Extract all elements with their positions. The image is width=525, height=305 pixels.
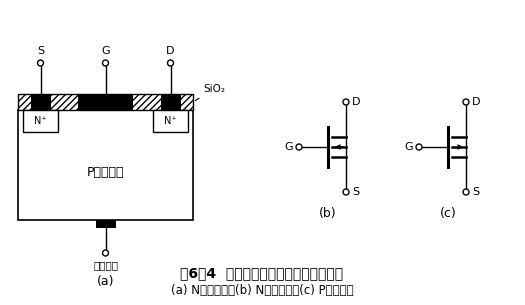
Bar xyxy=(18,94,193,110)
Text: (b): (b) xyxy=(319,207,337,220)
Bar xyxy=(18,110,193,220)
Text: 图6－4  绝缘栅型场效应管的结构与符号: 图6－4 绝缘栅型场效应管的结构与符号 xyxy=(181,266,343,280)
Circle shape xyxy=(167,60,173,66)
Text: S: S xyxy=(352,187,359,197)
Circle shape xyxy=(37,60,44,66)
Circle shape xyxy=(416,144,422,150)
Circle shape xyxy=(296,144,302,150)
Bar xyxy=(161,94,181,110)
Bar xyxy=(153,110,188,132)
Bar xyxy=(96,220,116,228)
Text: N⁺: N⁺ xyxy=(164,116,177,126)
Text: (c): (c) xyxy=(439,207,456,220)
Bar xyxy=(23,110,58,132)
Text: (a) N沟道结构；(b) N沟道符号；(c) P沟道符号: (a) N沟道结构；(b) N沟道符号；(c) P沟道符号 xyxy=(171,284,353,296)
Text: P型硅衬底: P型硅衬底 xyxy=(87,167,124,180)
Text: S: S xyxy=(472,187,479,197)
Bar xyxy=(30,94,50,110)
Circle shape xyxy=(343,189,349,195)
Bar xyxy=(78,94,133,110)
Circle shape xyxy=(102,60,109,66)
Text: G: G xyxy=(101,46,110,56)
Circle shape xyxy=(102,250,109,256)
Text: D: D xyxy=(352,97,361,107)
Circle shape xyxy=(343,99,349,105)
Text: G: G xyxy=(285,142,293,152)
Text: 衬底引线: 衬底引线 xyxy=(93,260,118,270)
Text: D: D xyxy=(472,97,480,107)
Text: S: S xyxy=(37,46,44,56)
Text: (a): (a) xyxy=(97,275,114,288)
Text: G: G xyxy=(405,142,413,152)
Text: N⁺: N⁺ xyxy=(34,116,47,126)
Circle shape xyxy=(463,99,469,105)
Text: D: D xyxy=(166,46,175,56)
Circle shape xyxy=(463,189,469,195)
Text: SiO₂: SiO₂ xyxy=(195,84,225,101)
